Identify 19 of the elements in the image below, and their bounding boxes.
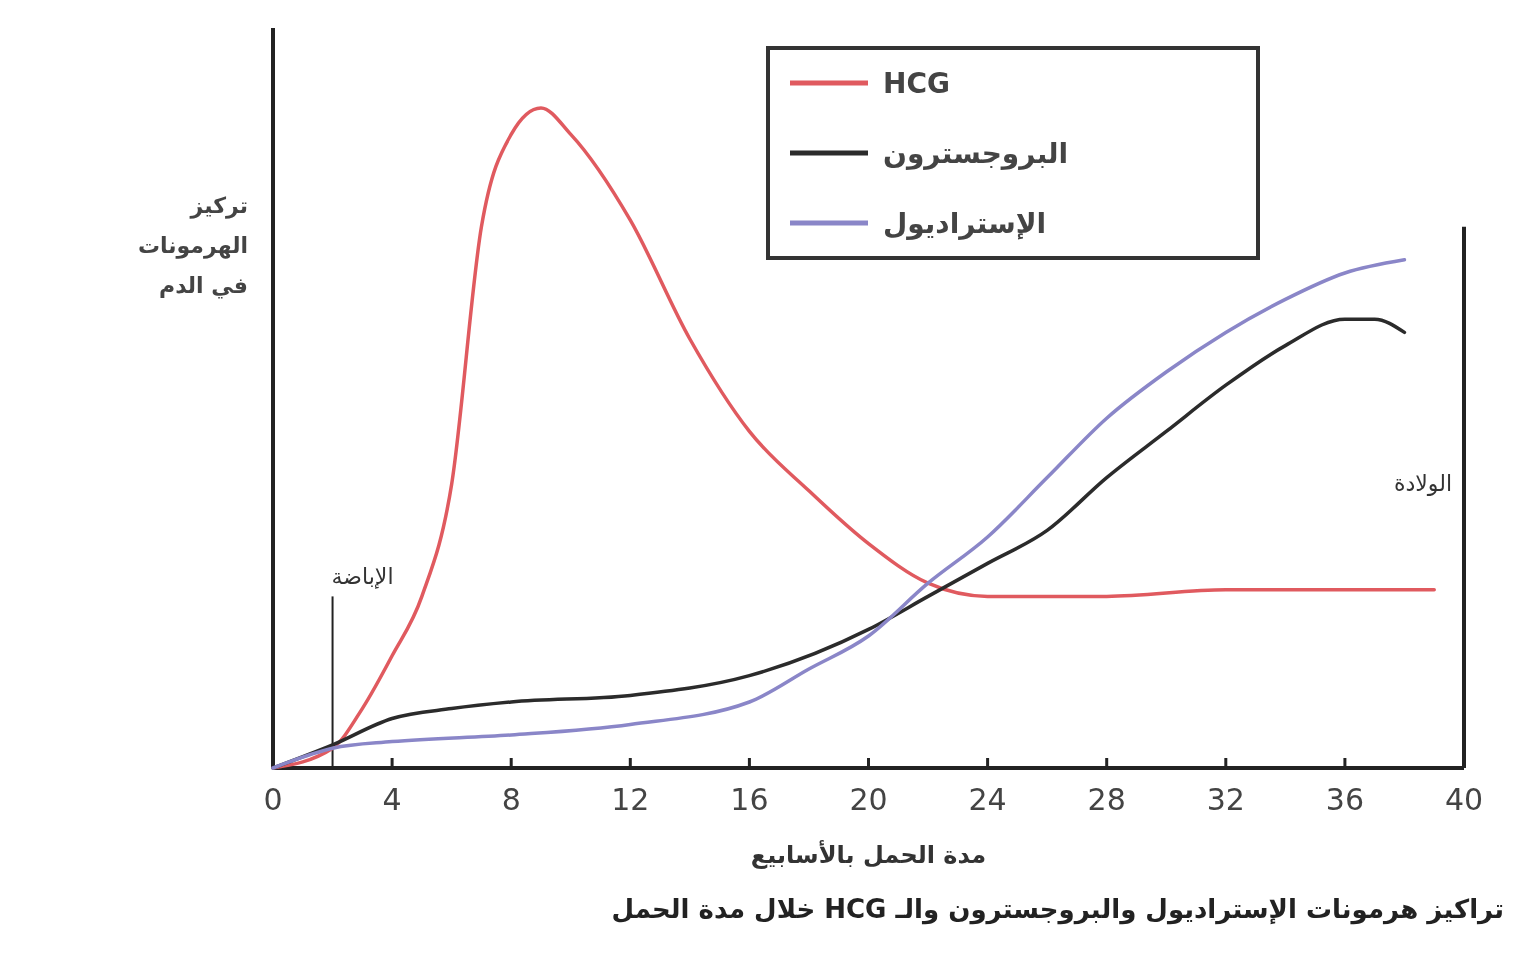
ref-line-label: الولادة: [1393, 470, 1452, 496]
x-tick-label: 36: [1325, 782, 1364, 817]
x-tick-label: 0: [263, 782, 283, 817]
x-tick-label: 28: [1087, 782, 1126, 817]
x-tick-label: 8: [501, 782, 521, 817]
x-tick-label: 16: [730, 782, 769, 817]
x-tick-label: 32: [1206, 782, 1245, 817]
x-tick-label: 12: [611, 782, 650, 817]
y-axis-title: تركيز الهرمونات في الدم: [137, 193, 248, 299]
x-axis-title: مدة الحمل بالأسابيع: [750, 840, 987, 869]
ref-line-label: الإباضة: [331, 564, 394, 590]
x-tick-label: 24: [968, 782, 1007, 817]
legend-label: الإستراديول: [883, 207, 1047, 240]
x-tick-label: 40: [1444, 782, 1484, 817]
legend-label: HCG: [883, 67, 950, 100]
text: تراكيز هرمونات الإستراديول والبروجسترون والـ HCG خلال مدة الحمل: [611, 894, 1504, 925]
x-tick-label: 20: [849, 782, 888, 817]
legend-label: البروجسترون: [883, 137, 1069, 170]
x-tick-label: 4: [382, 782, 402, 817]
